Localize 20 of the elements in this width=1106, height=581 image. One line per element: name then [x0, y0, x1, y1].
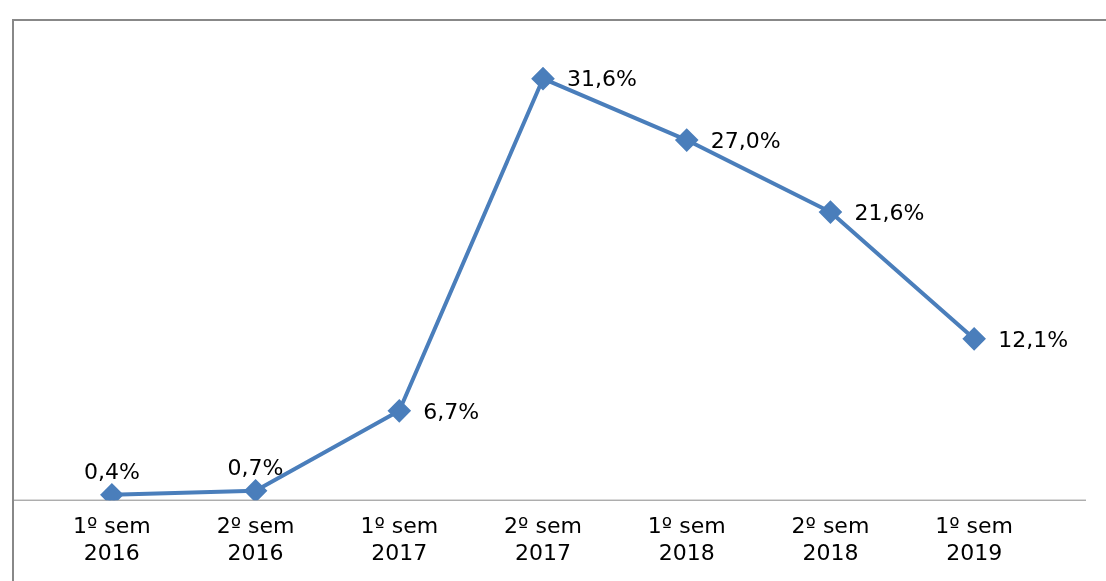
point	[532, 67, 554, 90]
point	[963, 327, 986, 350]
point	[819, 201, 842, 224]
data-label: 0,7%	[227, 454, 284, 480]
x-tick-label: 1º sem 2017	[360, 513, 439, 565]
x-tick-label: 2º sem 2018	[791, 513, 870, 565]
x-tick-label: 1º sem 2018	[647, 513, 726, 565]
data-label: 21,6%	[854, 199, 925, 225]
data-label: 31,6%	[567, 66, 637, 92]
x-tick-label: 2º sem 2017	[504, 513, 582, 565]
point	[244, 479, 267, 501]
data-label: 0,4%	[83, 458, 140, 484]
point	[675, 129, 698, 152]
point	[388, 399, 411, 422]
x-tick-label: 1º sem 2019	[935, 513, 1014, 565]
data-label: 6,7%	[423, 398, 480, 424]
data-label: 27,0%	[710, 127, 781, 153]
x-tick-label: 1º sem 2016	[72, 513, 151, 565]
data-label: 12,1%	[998, 326, 1069, 352]
x-tick-label: 2º sem 2016	[216, 513, 295, 565]
